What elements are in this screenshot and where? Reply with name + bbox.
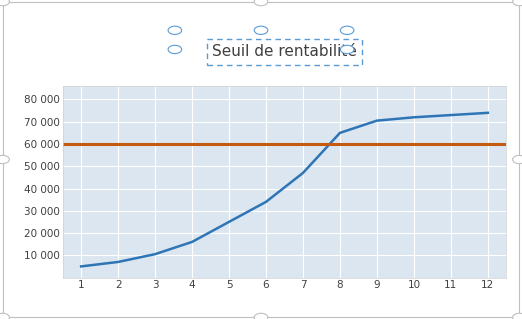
Marge /CV xyxy=(411,115,417,119)
Marge /CV xyxy=(485,111,491,115)
Marge /CV xyxy=(337,131,343,135)
Text: Seuil de rentabilité: Seuil de rentabilité xyxy=(212,44,357,59)
Charges fixes annuelles xyxy=(41,142,48,146)
Marge /CV xyxy=(263,200,269,204)
Marge /CV xyxy=(115,260,121,264)
Line: Marge /CV: Marge /CV xyxy=(81,113,488,266)
Marge /CV xyxy=(78,264,84,268)
Marge /CV xyxy=(152,252,158,256)
Marge /CV xyxy=(300,171,306,175)
Marge /CV xyxy=(226,220,232,224)
Marge /CV xyxy=(189,240,195,244)
Marge /CV xyxy=(448,113,454,117)
Marge /CV xyxy=(374,119,380,122)
Charges fixes annuelles xyxy=(78,142,84,146)
